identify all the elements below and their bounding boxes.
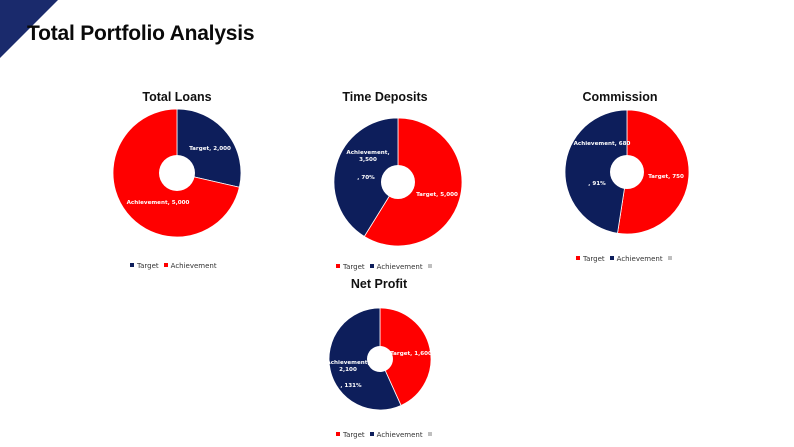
slice-1-achievement [333, 117, 399, 237]
slice-2-achievement [564, 109, 628, 234]
data-label-1-0: Target, 5,000 [416, 192, 458, 198]
legend-item-3-2 [427, 431, 435, 439]
data-label-2-2: , 91% [588, 181, 606, 187]
legend-swatch-1-0 [336, 264, 340, 268]
legend-item-0-0: Target [130, 262, 159, 270]
data-label-2-0: Target, 750 [648, 174, 684, 180]
legend-label-2-1: Achievement [616, 255, 663, 263]
legend-swatch-3-2 [427, 432, 432, 436]
legend-label-1-1: Achievement [376, 263, 423, 271]
legend-label-1-0: Target [343, 263, 365, 271]
legend-label-2-0: Target [583, 255, 605, 263]
donut-hole-0 [159, 155, 195, 191]
data-label-1-1: Achievement, 3,500 [346, 150, 389, 163]
legend-item-3-1: Achievement [369, 431, 423, 439]
legend-label-3-1: Achievement [376, 431, 423, 439]
legend-item-1-0: Target [336, 263, 365, 271]
slice-3-achievement [328, 307, 402, 411]
legend-swatch-2-1 [609, 256, 614, 260]
donut-hole-1 [381, 165, 415, 199]
legend-swatch-2-0 [576, 256, 580, 260]
legend-item-0-1: Achievement [163, 262, 217, 270]
legend-label-0-0: Target [137, 262, 159, 270]
corner-decoration [0, 0, 58, 58]
legend-label-3-0: Target [343, 431, 365, 439]
legend-item-1-2 [427, 263, 435, 271]
data-label-2-1: Achievement, 680 [574, 141, 631, 147]
legend-swatch-2-2 [667, 256, 672, 260]
data-label-3-2: , 131% [340, 383, 362, 389]
legend-swatch-0-0 [130, 263, 134, 267]
data-label-1-2: , 70% [357, 175, 375, 181]
legend-label-0-1: Achievement [170, 262, 217, 270]
legend-swatch-1-2 [427, 264, 432, 268]
data-label-0-0: Target, 2,000 [189, 146, 231, 152]
legend-commission: Target Achievement [576, 255, 680, 263]
legend-total-loans: Target Achievement [130, 262, 222, 270]
chart-title-time-deposits: Time Deposits [342, 90, 428, 104]
chart-title-total-loans: Total Loans [142, 90, 212, 104]
donut-hole-3 [367, 346, 393, 372]
data-label-3-0: Target, 1,600 [390, 351, 432, 357]
donut-hole-2 [610, 155, 644, 189]
chart-title-commission: Commission [582, 90, 658, 104]
chart-title-net-profit: Net Profit [350, 277, 408, 291]
legend-time-deposits: Target Achievement [336, 263, 440, 271]
legend-swatch-3-0 [336, 432, 340, 436]
legend-item-2-2 [667, 255, 675, 263]
slice-3-target [379, 307, 432, 407]
slice-2-target [617, 109, 690, 235]
legend-swatch-0-1 [163, 263, 168, 267]
legend-item-2-1: Achievement [609, 255, 663, 263]
legend-item-2-0: Target [576, 255, 605, 263]
legend-item-1-1: Achievement [369, 263, 423, 271]
legend-net-profit: Target Achievement [336, 431, 440, 439]
legend-item-3-0: Target [336, 431, 365, 439]
legend-swatch-3-1 [369, 432, 374, 436]
page-title: Total Portfolio Analysis [27, 22, 255, 45]
data-label-0-1: Achievement, 5,000 [127, 200, 190, 206]
data-label-3-1: Achievement, 2,100 [326, 360, 369, 373]
legend-swatch-1-1 [369, 264, 374, 268]
